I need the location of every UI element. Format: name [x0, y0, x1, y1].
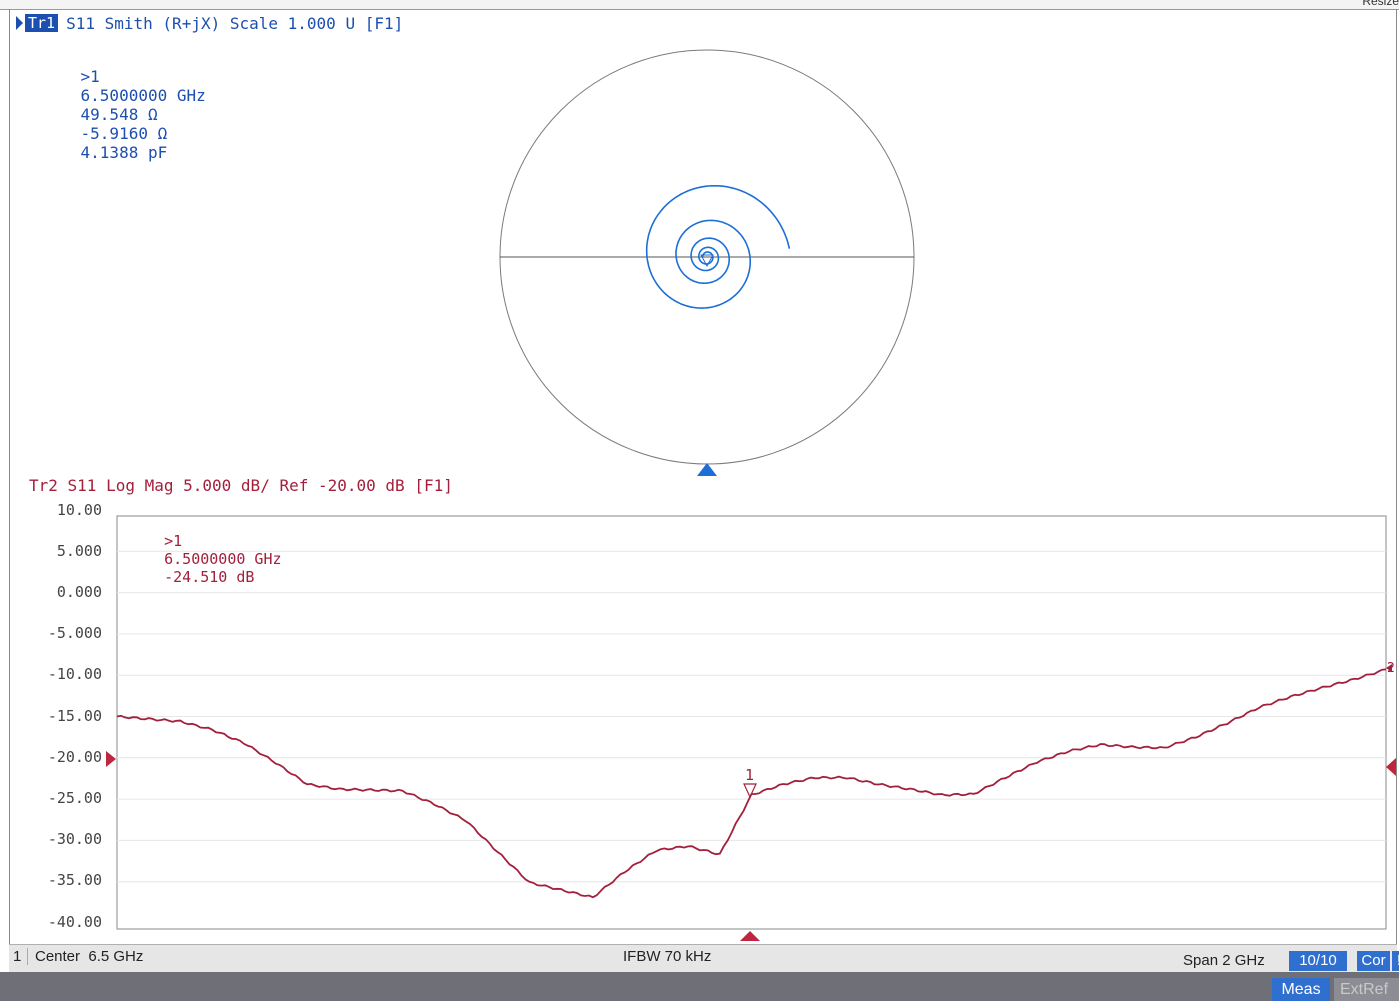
marker1-label: 1: [745, 766, 754, 784]
meas-button[interactable]: Meas: [1272, 978, 1330, 1001]
span-readout[interactable]: Span 2 GHz: [1183, 952, 1265, 969]
y-tick-label: -40.00: [47, 913, 102, 931]
trace2-header[interactable]: Tr2 S11 Log Mag 5.000 dB/ Ref -20.00 dB …: [29, 476, 453, 495]
resize-label[interactable]: Resize: [1362, 0, 1399, 8]
averaging-count-badge[interactable]: 10/10: [1289, 951, 1347, 971]
y-tick-label: -20.00: [47, 748, 102, 766]
y-tick-label: 0.000: [56, 583, 102, 601]
ifbw-readout[interactable]: IFBW 70 kHz: [623, 948, 712, 965]
status-bar: 1 Center 6.5 GHz IFBW 70 kHz Span 2 GHz …: [9, 944, 1399, 972]
logmag-plot: 1 2: [106, 515, 1396, 941]
trace2-marker-freq: 6.5000000 GHz: [164, 550, 282, 568]
center-frequency[interactable]: Center 6.5 GHz: [35, 948, 144, 965]
trace2-marker-id: >1: [164, 532, 183, 550]
frame-right-border: [1396, 9, 1397, 944]
y-tick-label: -15.00: [47, 707, 102, 725]
logmag-graticule-border: [116, 515, 1387, 930]
correction-status-badge[interactable]: Cor: [1357, 951, 1390, 971]
logmag-gridlines: [117, 550, 1386, 883]
trace1-marker-freq: 6.5000000 GHz: [80, 86, 206, 105]
trace2-marker-readout: >1 6.5000000 GHz -24.510 dB: [128, 514, 292, 604]
ref-level-right-indicator: [1386, 758, 1396, 776]
status-extra-badge[interactable]: !: [1392, 951, 1399, 971]
trace2-end-label: 2: [1387, 661, 1395, 676]
y-tick-label: -25.00: [47, 789, 102, 807]
y-tick-label: 10.00: [56, 501, 102, 519]
active-trace-arrow-icon: [16, 16, 23, 30]
smith-chart: [499, 49, 915, 476]
y-tick-label: -10.00: [47, 665, 102, 683]
y-tick-label: -35.00: [47, 871, 102, 889]
ref-level-left-indicator: [106, 751, 116, 767]
trace2-end-indicator: [1386, 664, 1392, 672]
smith-marker-triangle: [700, 254, 714, 268]
trace1-header-text: S11 Smith (R+jX) Scale 1.000 U [F1]: [66, 13, 404, 33]
y-tick-label: -5.000: [47, 624, 102, 642]
y-tick-label: -30.00: [47, 830, 102, 848]
channel-number[interactable]: 1: [13, 948, 29, 965]
smith-bottom-indicator: [697, 463, 717, 476]
trace2-marker-value: -24.510 dB: [164, 568, 255, 586]
y-tick-label: 5.000: [56, 542, 102, 560]
stimulus-marker-indicator: [740, 931, 760, 941]
smith-trace-spiral: [645, 185, 791, 309]
trace1-marker-readout: >1 6.5000000 GHz 49.548 Ω -5.9160 Ω 4.13…: [42, 48, 220, 181]
trace1-marker-resistance: 49.548 Ω: [80, 105, 158, 124]
trace1-marker-id: >1: [80, 67, 100, 86]
window-top-strip: Resize: [0, 0, 1399, 10]
marker1-triangle: [743, 783, 757, 799]
trace1-marker-reactance: -5.9160 Ω: [80, 124, 168, 143]
trace1-badge[interactable]: Tr1: [25, 14, 59, 32]
softkey-bar: Meas ExtRef: [0, 972, 1399, 1001]
trace1-marker-capacitance: 4.1388 pF: [80, 143, 168, 162]
extref-button[interactable]: ExtRef: [1334, 978, 1399, 1001]
frame-left-border: [9, 9, 10, 944]
trace1-header[interactable]: Tr1 S11 Smith (R+jX) Scale 1.000 U [F1]: [16, 12, 403, 34]
